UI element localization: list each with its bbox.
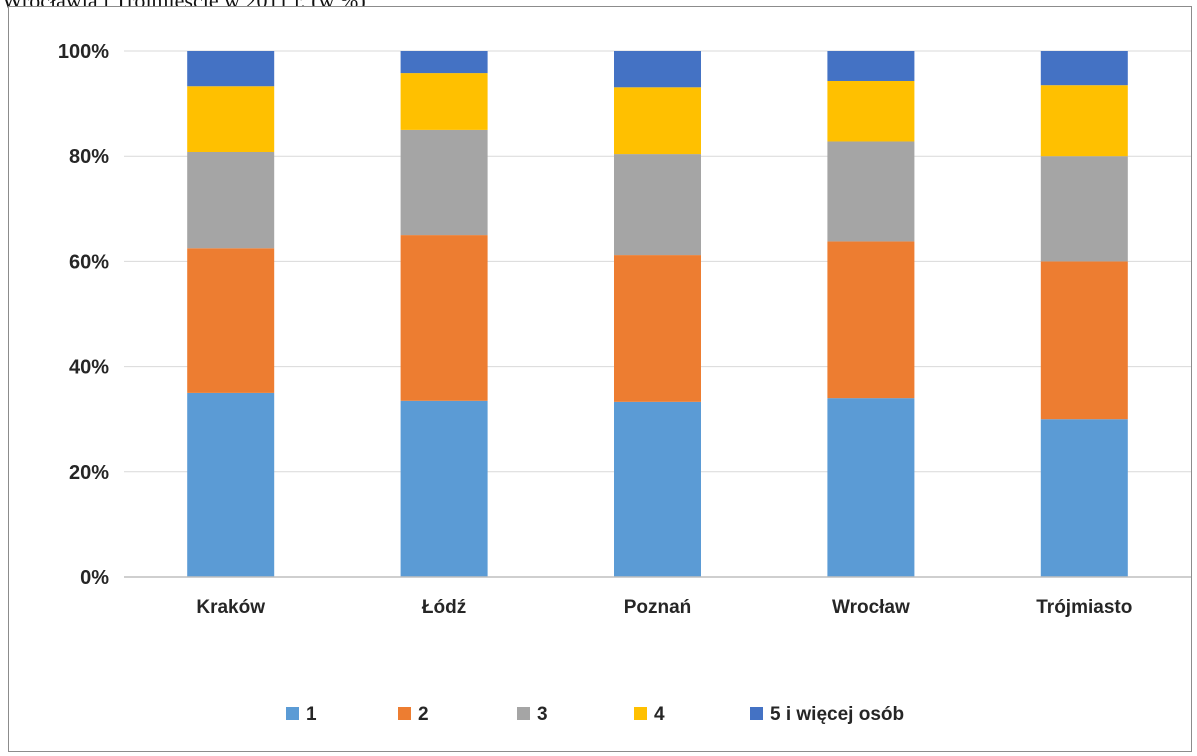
bar-segment-kraków-series-5: [187, 51, 275, 87]
bar-segment-trójmiasto-series-1: [1040, 419, 1128, 577]
legend-swatch: [634, 707, 647, 720]
bar-segment-poznań-series-5: [614, 51, 701, 88]
bar-segment-trójmiasto-series-4: [1040, 85, 1128, 157]
bar-segment-poznań-series-1: [614, 401, 701, 577]
bar-segment-kraków-series-1: [187, 392, 275, 577]
x-category-label: Wrocław: [832, 597, 910, 618]
bar-segment-wrocław-series-3: [827, 141, 915, 242]
x-category-label: Trójmiasto: [1036, 597, 1132, 618]
legend-label: 1: [306, 704, 317, 725]
x-category-label: Poznań: [624, 597, 692, 618]
legend-swatch: [398, 707, 411, 720]
bar-segment-trójmiasto-series-2: [1040, 261, 1128, 420]
bar-segment-łódź-series-2: [400, 235, 488, 401]
bar-segment-kraków-series-3: [187, 151, 275, 249]
y-tick-label: 20%: [69, 462, 109, 484]
legend-swatch: [750, 707, 763, 720]
x-axis-category-labels: Kraków Łódź Poznań Wrocław Trójmiasto: [196, 597, 1132, 618]
bar-segment-kraków-series-4: [187, 86, 275, 152]
y-tick-label: 0%: [80, 567, 109, 589]
stacked-bar-chart: 0% 20% 40% 60% 80% 100% Kraków Łódź Poznań Wrocł…: [58, 41, 1191, 725]
y-tick-label: 80%: [69, 146, 109, 168]
legend-label: 3: [537, 704, 548, 725]
y-tick-label: 40%: [69, 357, 109, 379]
bars: [187, 51, 1128, 577]
x-category-label: Łódź: [422, 597, 466, 618]
bar-segment-kraków-series-2: [187, 248, 275, 393]
bar-segment-łódź-series-5: [400, 51, 488, 74]
legend-swatch: [517, 707, 530, 720]
legend-label: 4: [654, 704, 665, 725]
legend: 1 2 3 4 5 i więcej osób: [286, 704, 904, 725]
bar-segment-wrocław-series-5: [827, 51, 915, 81]
bar-segment-wrocław-series-2: [827, 241, 915, 399]
bar-segment-poznań-series-2: [614, 255, 701, 402]
bar-segment-trójmiasto-series-3: [1040, 156, 1128, 262]
bar-segment-wrocław-series-1: [827, 398, 915, 577]
bar-segment-łódź-series-1: [400, 400, 488, 577]
chart-frame: 0% 20% 40% 60% 80% 100% Kraków Łódź Poznań Wrocł…: [8, 6, 1192, 752]
y-tick-label: 100%: [58, 41, 109, 63]
x-category-label: Kraków: [196, 597, 265, 618]
bar-segment-łódź-series-3: [400, 129, 488, 236]
y-tick-label: 60%: [69, 251, 109, 273]
bar-segment-łódź-series-4: [400, 73, 488, 130]
legend-label: 2: [418, 704, 429, 725]
bar-segment-poznań-series-4: [614, 87, 701, 155]
bar-segment-trójmiasto-series-5: [1040, 51, 1128, 86]
bar-segment-wrocław-series-4: [827, 80, 915, 142]
bar-segment-poznań-series-3: [614, 154, 701, 256]
legend-swatch: [286, 707, 299, 720]
legend-label: 5 i więcej osób: [770, 704, 904, 725]
y-axis-tick-labels: 0% 20% 40% 60% 80% 100%: [58, 41, 109, 589]
